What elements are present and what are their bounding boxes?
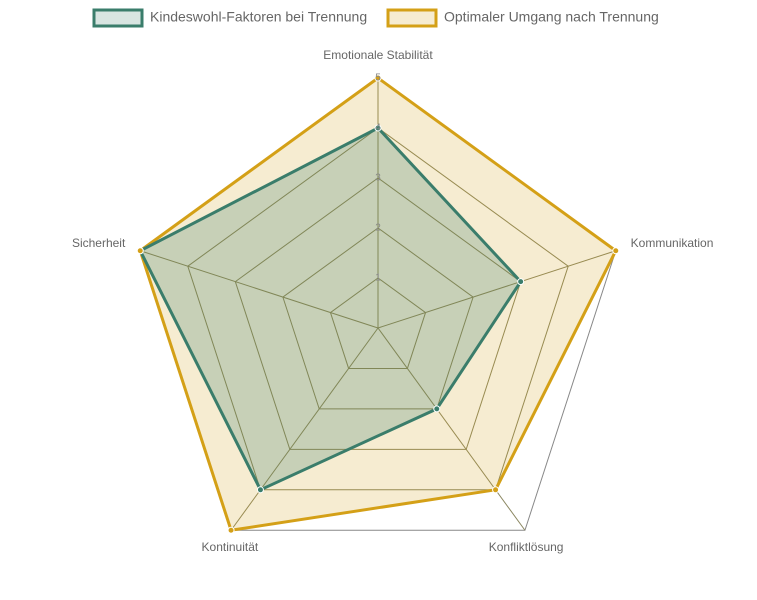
tick-label: 1 [375,273,381,284]
tick-label: 3 [375,173,381,184]
radar-point [374,74,382,82]
radar-point [612,247,620,255]
axis-label: Emotionale Stabilität [323,48,433,62]
grid-ring [329,277,427,369]
radar-point [136,247,144,255]
spoke [377,327,526,531]
spoke [377,250,616,329]
radar-area [138,126,523,492]
axis-label: Sicherheit [72,236,126,250]
spoke [140,250,379,329]
legend-swatch[interactable] [92,8,144,28]
tick-label: 4 [375,123,381,134]
axis-label: Konfliktlösung [489,540,564,554]
axis-label: Kommunikation [631,236,714,250]
grid-ring [282,227,474,410]
legend-text[interactable]: Optimaler Umgang nach Trennung [444,9,659,25]
radar-point [227,526,235,534]
grid-ring [234,177,522,450]
legend-text[interactable]: Kindeswohl-Faktoren bei Trennung [150,9,367,25]
radar-point [492,486,500,494]
radar-point [374,124,382,132]
legend-swatch[interactable] [386,8,438,28]
radar-point [517,278,525,286]
radar-point [256,486,264,494]
grid-ring [187,127,569,491]
tick-label: 5 [375,73,381,84]
radar-area [138,76,618,532]
tick-label: 2 [375,223,381,234]
spoke [230,327,379,531]
radar-point [433,405,441,413]
axis-label: Kontinuität [202,540,259,554]
